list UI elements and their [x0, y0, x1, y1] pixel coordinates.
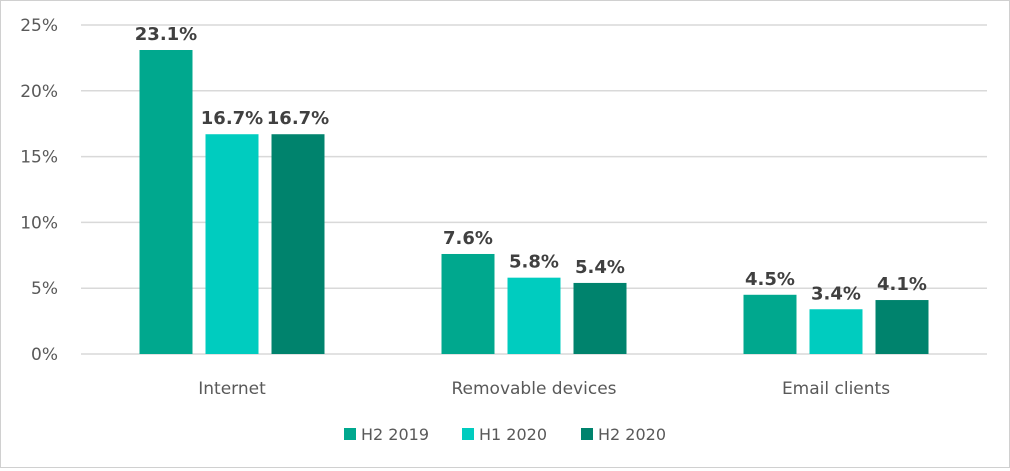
- data-label: 7.6%: [443, 228, 493, 249]
- bar: [573, 282, 627, 354]
- legend-swatch: [462, 428, 474, 440]
- y-tick-label: 20%: [20, 82, 58, 102]
- bar: [875, 300, 929, 354]
- y-tick-label: 0%: [31, 345, 58, 365]
- y-tick-label: 15%: [20, 148, 58, 168]
- data-labels: 23.1% 16.7% 16.7% 7.6% 5.8% 5.4% 4.5% 3.4% 4.1%: [135, 24, 927, 304]
- bar: [441, 253, 495, 354]
- x-category-label: Email clients: [782, 379, 890, 399]
- data-label: 4.5%: [745, 269, 795, 290]
- x-axis-categories: Internet Removable devices Email clients: [198, 379, 890, 399]
- bar: [271, 134, 325, 354]
- legend-swatch: [581, 428, 593, 440]
- data-label: 16.7%: [201, 108, 263, 129]
- y-axis-ticks: 0% 5% 10% 15% 20% 25%: [20, 16, 58, 365]
- data-label: 16.7%: [267, 108, 329, 129]
- data-label: 3.4%: [811, 283, 861, 304]
- data-label: 4.1%: [877, 274, 927, 295]
- data-label: 5.8%: [509, 252, 559, 273]
- legend-label: H2 2019: [361, 425, 429, 444]
- x-category-label: Removable devices: [451, 379, 616, 399]
- y-tick-label: 25%: [20, 16, 58, 36]
- x-category-label: Internet: [198, 379, 266, 399]
- legend-label: H2 2020: [598, 425, 666, 444]
- y-tick-label: 10%: [20, 213, 58, 233]
- bar: [809, 309, 863, 354]
- legend: H2 2019 H1 2020 H2 2020: [344, 425, 666, 444]
- data-label: 5.4%: [575, 257, 625, 278]
- bars: [139, 50, 929, 355]
- data-label: 23.1%: [135, 24, 197, 45]
- bar: [139, 50, 193, 355]
- bar: [205, 134, 259, 354]
- legend-swatch: [344, 428, 356, 440]
- legend-label: H1 2020: [479, 425, 547, 444]
- bar: [743, 294, 797, 354]
- bar: [507, 277, 561, 354]
- y-tick-label: 5%: [31, 279, 58, 299]
